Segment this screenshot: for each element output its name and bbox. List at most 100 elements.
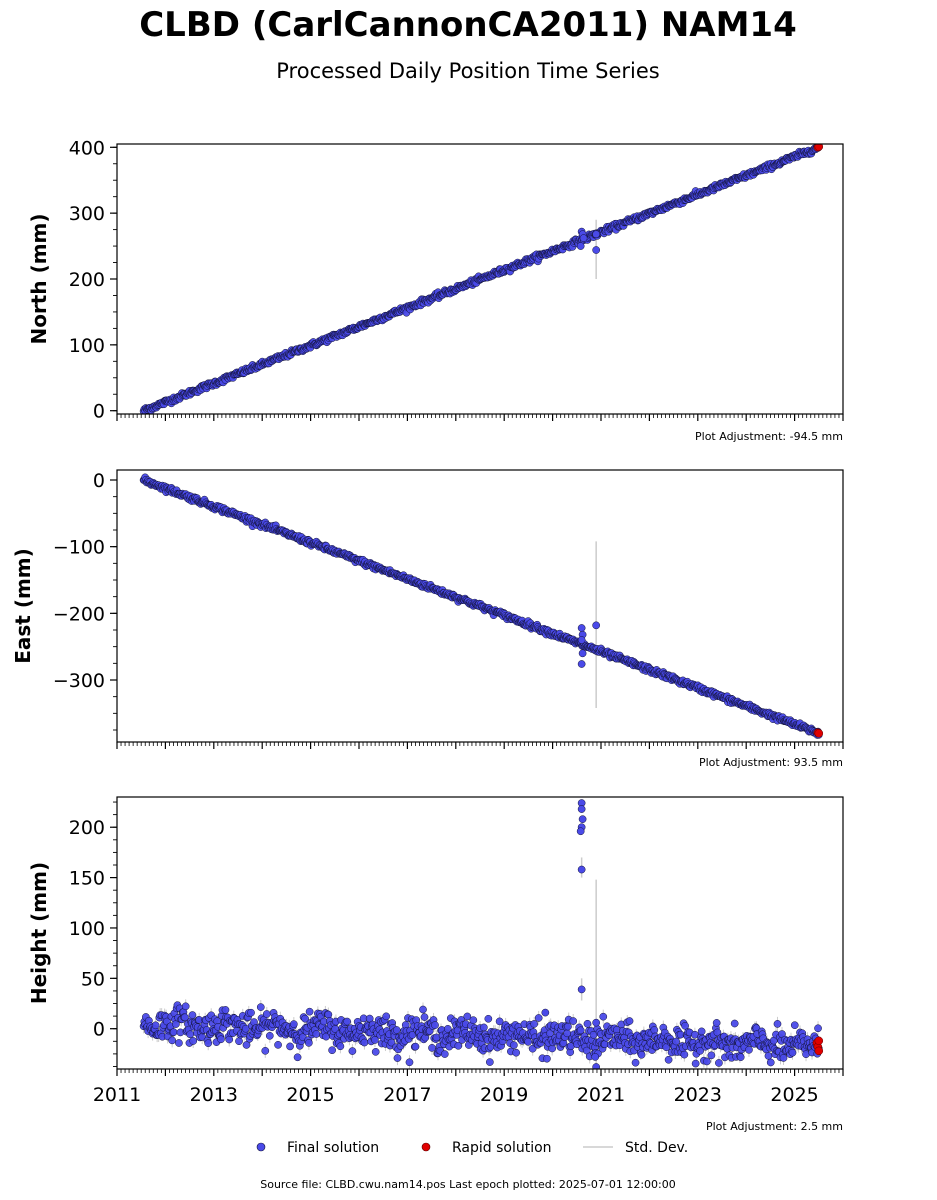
final-point — [262, 1010, 271, 1018]
final-point — [745, 1045, 753, 1054]
final-point — [274, 1041, 282, 1049]
final-point — [371, 1036, 379, 1044]
rapid-solution-points — [812, 1036, 824, 1056]
legend-rapid-label: Rapid solution — [452, 1140, 552, 1156]
final-point — [411, 1042, 420, 1051]
final-point — [703, 1057, 711, 1066]
final-point — [168, 1036, 177, 1045]
final-point — [681, 1022, 689, 1030]
final-point — [592, 230, 601, 239]
final-point — [431, 1021, 439, 1029]
y-tick-label: 100 — [69, 335, 105, 357]
y-tick-label: 0 — [93, 401, 105, 423]
y-tick-label: −100 — [53, 537, 105, 559]
final-point — [428, 1044, 436, 1052]
final-point — [564, 1022, 572, 1031]
final-point — [312, 1030, 321, 1038]
final-point — [625, 1017, 634, 1025]
y-tick-label: 200 — [69, 817, 105, 839]
x-axis — [116, 414, 844, 421]
final-point — [420, 1013, 429, 1021]
final-point — [261, 1046, 270, 1055]
final-point — [301, 1014, 309, 1023]
final-point — [524, 1037, 532, 1046]
final-point — [469, 1016, 478, 1025]
y-tick-label: 100 — [69, 918, 105, 940]
figure-subtitle: Processed Daily Position Time Series — [276, 59, 660, 83]
final-point — [650, 1026, 659, 1034]
rapid-point — [814, 1046, 824, 1056]
final-point — [577, 660, 586, 668]
final-point — [637, 1050, 646, 1059]
final-point — [247, 1008, 255, 1017]
final-point — [576, 827, 585, 836]
y-axis: 0 100 200 300 400 — [69, 137, 117, 423]
final-point — [672, 1037, 680, 1046]
y-axis: 0 50 100 150 200 — [69, 801, 117, 1067]
final-point — [348, 1047, 357, 1055]
rapid-point — [814, 1036, 824, 1046]
final-point — [577, 624, 586, 632]
final-point — [181, 1013, 189, 1022]
final-point — [583, 1019, 592, 1028]
final-point — [592, 1063, 601, 1069]
footer-source: Source file: CLBD.cwu.nam14.pos Last epo… — [260, 1178, 676, 1191]
final-point — [360, 1038, 369, 1047]
final-point — [713, 1028, 722, 1037]
rapid-point — [814, 729, 824, 738]
plot-adjustment: Plot Adjustment: -94.5 mm — [695, 430, 843, 443]
legend: Final solution Rapid solution Std. Dev. — [256, 1140, 688, 1156]
legend-std-label: Std. Dev. — [625, 1140, 688, 1156]
legend-rapid-marker — [421, 1142, 431, 1152]
final-point — [591, 1053, 600, 1061]
final-point — [443, 1025, 452, 1033]
y-tick-label: 150 — [69, 868, 105, 890]
x-tick-label: 2023 — [674, 1084, 722, 1106]
final-point — [599, 1012, 608, 1021]
final-point — [225, 1035, 234, 1044]
north-panel: 0 100 200 300 400 North (mm) Plot Adjustment: … — [27, 137, 844, 443]
final-point — [736, 1053, 745, 1062]
final-point — [463, 1012, 472, 1021]
final-point — [305, 1007, 314, 1016]
final-point — [169, 1028, 178, 1036]
final-point — [175, 1039, 183, 1047]
legend-final-label: Final solution — [287, 1140, 379, 1156]
final-point — [788, 1048, 797, 1057]
final-point — [289, 1020, 298, 1028]
final-solution-points — [139, 799, 823, 1069]
final-point — [242, 1041, 251, 1049]
height-panel: 0 50 100 150 200 2011 2013 2015 2017 2019 2021 2023… — [27, 796, 844, 1133]
final-point — [419, 1005, 427, 1014]
final-point — [534, 1014, 543, 1022]
final-point — [691, 1059, 700, 1068]
final-point — [151, 1021, 160, 1030]
x-tick-label: 2011 — [93, 1084, 141, 1106]
rapid-point — [814, 144, 824, 151]
final-point — [328, 1046, 336, 1055]
final-point — [189, 1037, 198, 1045]
x-tick-label: 2017 — [383, 1084, 431, 1106]
final-point — [512, 1048, 520, 1057]
final-point — [764, 1052, 773, 1060]
x-tick-label: 2021 — [577, 1084, 625, 1106]
final-point — [578, 649, 587, 658]
final-point — [495, 1017, 504, 1026]
plot-area — [139, 799, 824, 1069]
east-panel: 0 −100 −200 −300 East (mm) Plot Adjustment: 9… — [11, 469, 844, 769]
final-point — [186, 1030, 195, 1039]
rapid-solution-points — [813, 144, 824, 152]
final-point — [569, 1017, 578, 1025]
x-axis: 2011 2013 2015 2017 2019 2021 2023 2025 — [93, 1069, 844, 1106]
final-point — [631, 1058, 640, 1067]
final-point — [393, 1054, 402, 1062]
final-point — [592, 1018, 601, 1027]
final-point — [392, 1026, 401, 1034]
final-point — [440, 1050, 449, 1058]
plot-adjustment: Plot Adjustment: 93.5 mm — [699, 756, 843, 769]
final-point — [730, 1019, 739, 1028]
final-point — [485, 1058, 494, 1066]
y-tick-label: −300 — [53, 670, 105, 692]
final-point — [479, 1023, 488, 1032]
